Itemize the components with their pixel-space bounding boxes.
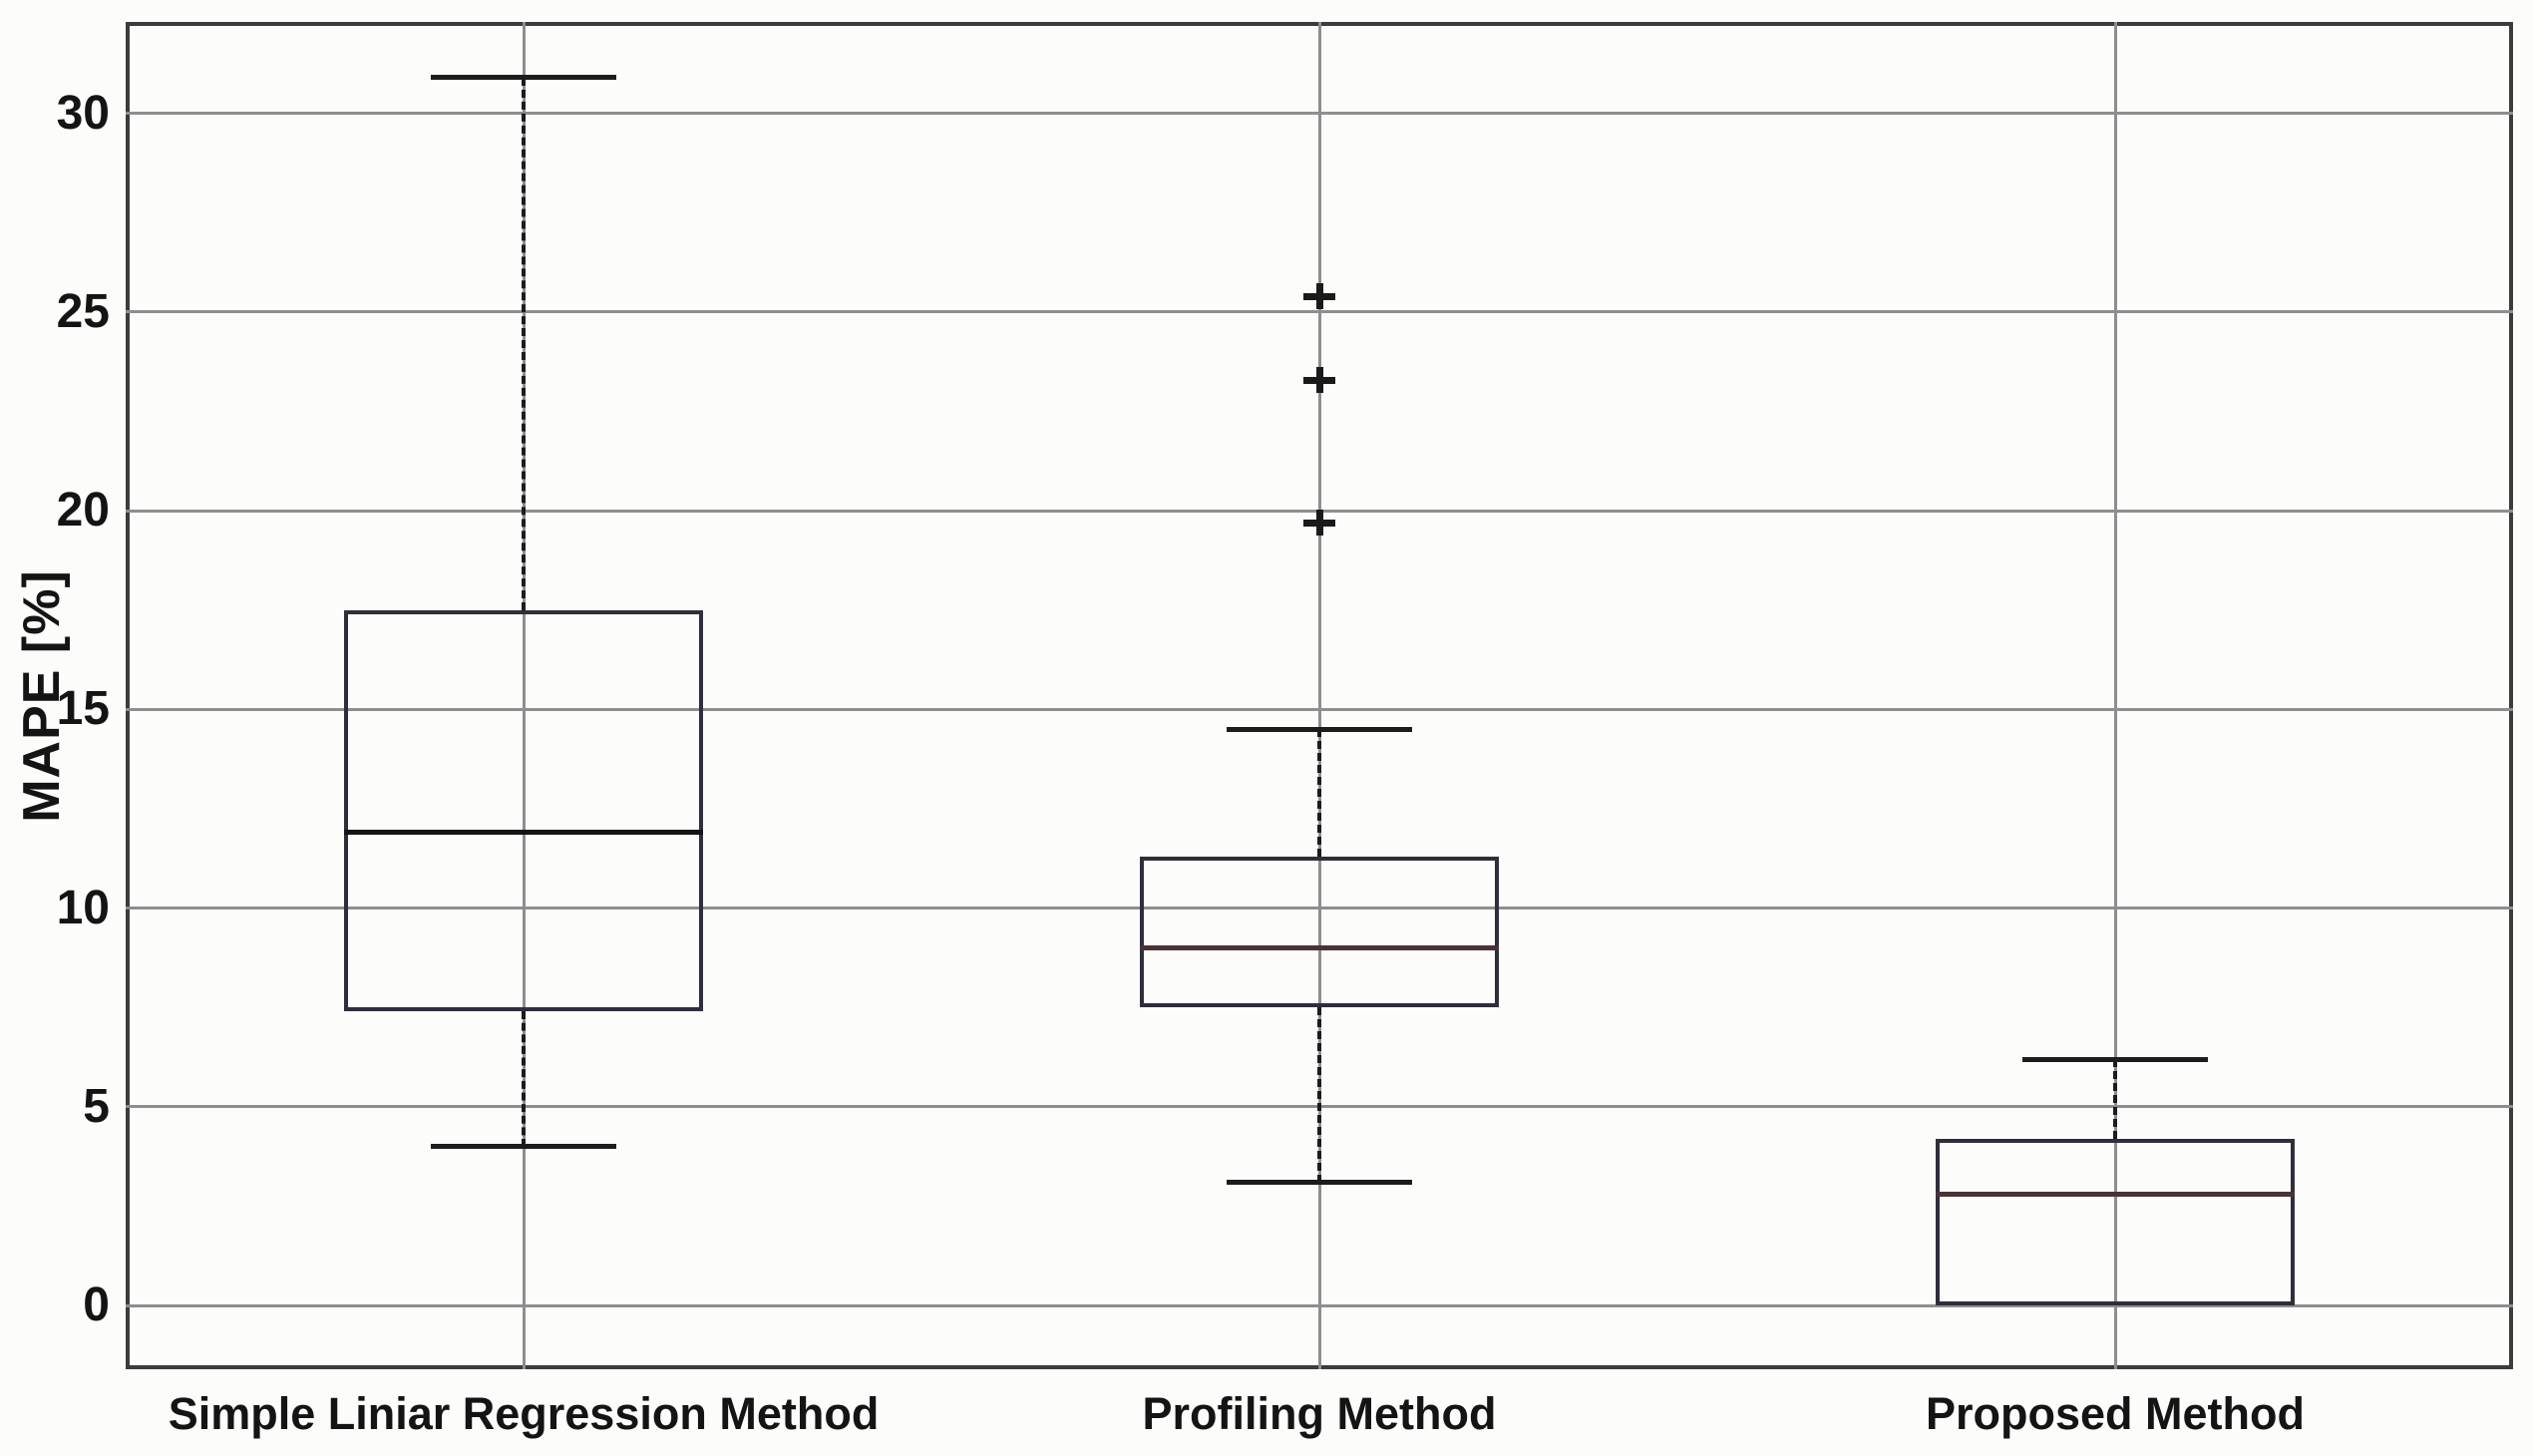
box-3-upper-cap bbox=[2022, 1056, 2208, 1062]
v-gridline-3 bbox=[2113, 22, 2117, 1369]
box-2-upper-cap bbox=[1227, 726, 1412, 732]
ytick-label-25: 25 bbox=[56, 284, 110, 338]
box-2-outlier-2-arm-v bbox=[1316, 366, 1323, 393]
xtick-label-2: Profiling Method bbox=[1142, 1388, 1497, 1439]
v-gridline-1 bbox=[522, 22, 526, 1369]
ytick-label-30: 30 bbox=[56, 86, 110, 140]
box-1-upper-cap bbox=[431, 75, 616, 81]
box-1-upper-whisker bbox=[522, 77, 526, 610]
ytick-label-0: 0 bbox=[83, 1278, 110, 1332]
ytick-label-20: 20 bbox=[56, 484, 110, 538]
box-2-lower-whisker bbox=[1317, 1007, 1321, 1183]
box-1-lower-whisker bbox=[522, 1011, 526, 1147]
box-2-outlier-3-arm-v bbox=[1316, 282, 1323, 309]
box-2-rect bbox=[1140, 856, 1499, 1008]
box-1-rect bbox=[344, 609, 703, 1012]
v-gridline-2 bbox=[1317, 22, 1321, 1369]
box-2-upper-whisker bbox=[1317, 729, 1321, 857]
box-2-median bbox=[1140, 945, 1499, 951]
ytick-label-15: 15 bbox=[56, 682, 110, 736]
box-3-median bbox=[1936, 1192, 2295, 1198]
xtick-label-3: Proposed Method bbox=[1926, 1388, 2305, 1439]
box-1-lower-cap bbox=[431, 1144, 616, 1150]
ytick-label-5: 5 bbox=[83, 1079, 110, 1133]
plot-area bbox=[126, 22, 2513, 1369]
box-3-rect bbox=[1936, 1138, 2295, 1306]
ytick-label-10: 10 bbox=[56, 881, 110, 934]
box-1-median bbox=[344, 830, 703, 836]
box-2-outlier-1-arm-v bbox=[1316, 510, 1323, 537]
xtick-label-1: Simple Liniar Regression Method bbox=[168, 1388, 880, 1439]
box-3-upper-whisker bbox=[2113, 1059, 2117, 1139]
box-2-lower-cap bbox=[1227, 1180, 1412, 1186]
